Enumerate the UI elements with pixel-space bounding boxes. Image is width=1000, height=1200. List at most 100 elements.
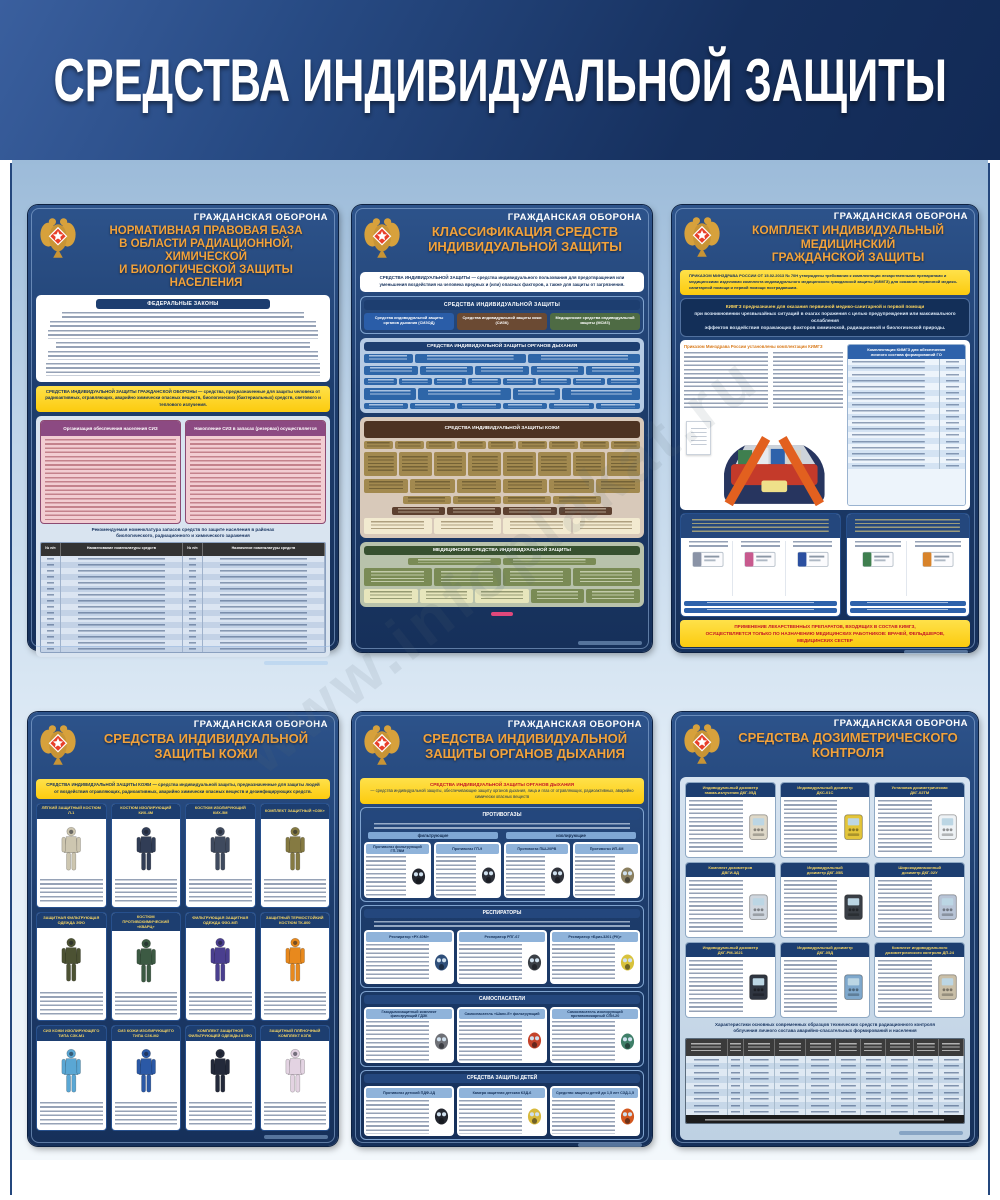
table-row xyxy=(41,591,325,598)
card-body xyxy=(875,957,964,1017)
table-cell xyxy=(886,1102,914,1109)
flow-box xyxy=(586,365,640,375)
kit-table-row xyxy=(847,438,965,445)
table-cell xyxy=(202,609,325,616)
suit-image xyxy=(261,819,330,879)
dosimeter-card: Индивидуальный дозиметр ДКГ-05Б xyxy=(779,862,871,938)
poster-medkit: ГРАЖДАНСКАЯ ОБОРОНА КОМПЛЕКТ ИНДИВИДУАЛЬ… xyxy=(672,205,978,655)
flow-box xyxy=(502,478,548,493)
children-protection-group: СРЕДСТВА ЗАЩИТЫ ДЕТЕЙ Противогаз детский… xyxy=(360,1069,644,1140)
table-row xyxy=(41,561,325,568)
suit-card: СИЗ КОЖИ ИЗОЛИРУЮЩЕГО ТИПА СЗК-М1 xyxy=(36,1025,107,1131)
table-cell xyxy=(182,591,203,598)
dosimeter-description xyxy=(689,800,743,854)
table-cell xyxy=(727,1075,745,1083)
table-cell xyxy=(886,1108,914,1116)
table-cell xyxy=(744,1095,775,1103)
table-cell xyxy=(202,645,325,652)
table-header-cell xyxy=(886,1039,914,1057)
children-card-title: Камера защитная детская КЗД-6 xyxy=(459,1087,545,1098)
medicine-box-right xyxy=(845,512,970,617)
card-description xyxy=(552,1021,615,1061)
poster-footer-mark xyxy=(578,1142,642,1147)
table-header-cell xyxy=(744,1039,775,1057)
table-header-cell xyxy=(774,1039,806,1057)
card-body xyxy=(552,943,638,982)
dosimeter-title-line: ДКГ-РМ-1621 xyxy=(717,950,743,955)
kit-qty-cell xyxy=(939,395,965,402)
suit-card: ЗАЩИТНЫЙ ТЕРМОСТОЙКИЙ КОСТЮМ ТК-800 xyxy=(259,912,330,1022)
flow-box xyxy=(595,478,640,493)
medical-flowchart: МЕДИЦИНСКИЕ СРЕДСТВА ИНДИВИДУАЛЬНОЙ ЗАЩИ… xyxy=(360,541,644,607)
flow-box xyxy=(549,478,594,493)
table-cell xyxy=(182,555,203,562)
poster-title: НОРМАТИВНАЯ ПРАВОВАЯ БАЗА В ОБЛАСТИ РАДИ… xyxy=(82,225,330,291)
table-cell xyxy=(836,1062,862,1070)
card-body xyxy=(575,855,638,896)
table-cell xyxy=(182,627,203,634)
children-protection-image xyxy=(524,1100,545,1134)
suit-description xyxy=(189,1102,252,1127)
dosimeter-card-title: Индивидуальный дозиметр гамма-излучения … xyxy=(686,783,775,797)
dosimeter-card: Индивидуальный дозиметр ДКГ-05Д xyxy=(779,942,871,1018)
flow-row xyxy=(408,557,596,565)
mchs-emblem-icon xyxy=(40,725,76,765)
self-rescuer-card: Самоспасатель изолирующий противопожарны… xyxy=(550,1006,640,1063)
kit-table-row xyxy=(847,426,965,433)
dosimeter-image xyxy=(935,800,961,854)
table-cell xyxy=(202,585,325,592)
kit-qty-cell xyxy=(939,450,965,457)
table-cell xyxy=(202,597,325,604)
kit-table-header: Комплектация КИМГЗ для обеспечения лично… xyxy=(847,344,965,360)
warning-band: ПРИМЕНЕНИЕ ЛЕКАРСТВЕННЫХ ПРЕПАРАТОВ, ВХО… xyxy=(680,619,970,648)
table-cell xyxy=(60,645,183,652)
table-header-row xyxy=(686,1039,964,1057)
table-row xyxy=(41,555,325,562)
product-label xyxy=(688,540,728,548)
table-header-row: № п/п Наименование номенклатуры средств … xyxy=(41,542,325,556)
table-cell xyxy=(938,1082,964,1090)
subgroup-isolating: изолирующие xyxy=(506,831,636,839)
flow-box xyxy=(447,506,501,515)
kit-item-cell xyxy=(847,371,940,378)
table-cell xyxy=(727,1056,745,1063)
dosimeter-description xyxy=(783,880,838,934)
dosimeter-description xyxy=(783,960,838,1014)
dosimeter-image xyxy=(935,880,961,934)
table-cell xyxy=(686,1056,728,1063)
dosimeter-card-title: Индивидуальный дозиметр ДКГ-РМ-1621 xyxy=(686,943,775,957)
poster-respiratory: ГРАЖДАНСКАЯ ОБОРОНА СРЕДСТВА ИНДИВИДУАЛЬ… xyxy=(352,712,652,1147)
table-cell xyxy=(60,567,183,574)
flow-box xyxy=(537,377,571,385)
kit-table-row xyxy=(847,377,965,384)
table-row xyxy=(41,639,325,646)
medicine-products xyxy=(681,538,840,599)
kit-qty-cell xyxy=(939,432,965,439)
table-row xyxy=(41,597,325,604)
card-body xyxy=(366,943,452,982)
flow-box xyxy=(572,377,606,385)
flow-box xyxy=(402,495,451,504)
flow-box xyxy=(468,377,501,385)
table-cell xyxy=(861,1062,887,1070)
table-cell xyxy=(182,603,203,610)
suit-image xyxy=(186,928,255,991)
table-row xyxy=(41,579,325,586)
characteristics-table xyxy=(685,1038,965,1125)
branch-sizod: Средства индивидуальной защиты органов д… xyxy=(364,312,454,330)
dosimeter-title-line: Комплект дозиметров xyxy=(708,865,753,870)
kit-table-row xyxy=(847,413,965,420)
dosimeter-title-line: Индивидуальный дозиметр xyxy=(702,945,759,950)
flow-row xyxy=(364,478,640,493)
respirator-cards: Респиратор «РУ-60М» Респиратор РПГ-67 xyxy=(364,929,640,984)
dosimeter-title-line: Индивидуальный xyxy=(807,865,843,870)
definition-line: — средства индивидуальной защиты, обеспе… xyxy=(370,788,634,800)
suit-description xyxy=(114,879,177,905)
table-cell xyxy=(41,603,61,610)
table-cell xyxy=(202,615,325,622)
poster-title-line: СРЕДСТВА ИНДИВИДУАЛЬНОЙ xyxy=(422,731,628,746)
table-cell xyxy=(41,555,61,562)
flow-box xyxy=(530,588,585,603)
flow-box xyxy=(611,440,641,449)
kit-table-row xyxy=(847,444,965,451)
